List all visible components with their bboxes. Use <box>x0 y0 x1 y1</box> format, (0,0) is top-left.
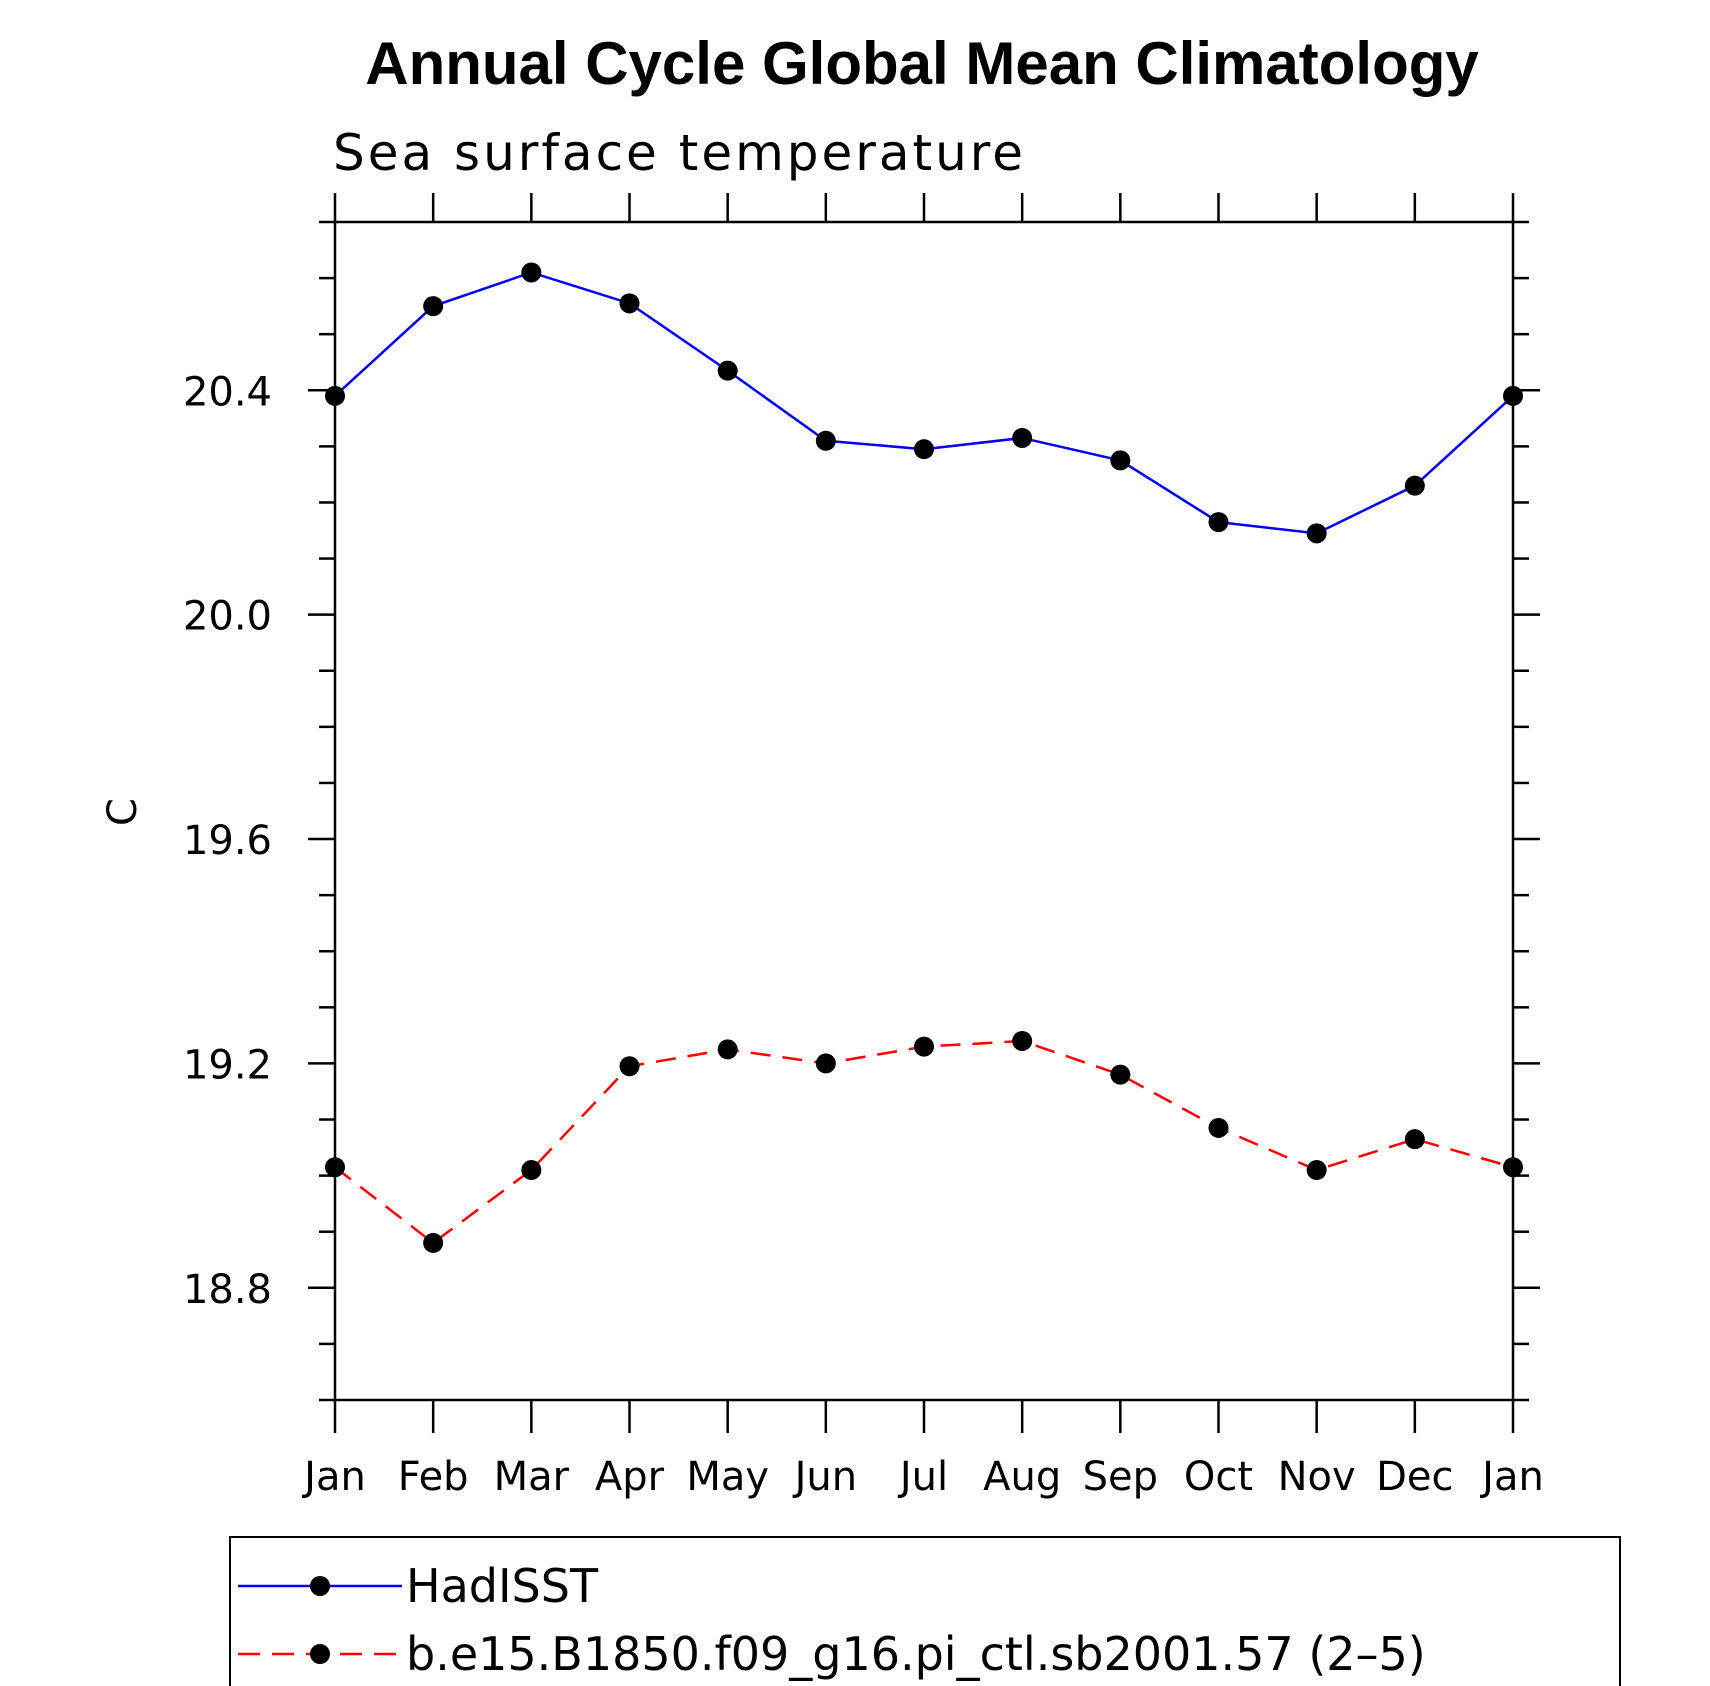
data-point-series-2 <box>1012 1030 1033 1051</box>
data-point-series-1 <box>423 296 444 317</box>
y-tick-label: 20.4 <box>183 369 272 415</box>
data-point-series-1 <box>1012 427 1033 448</box>
data-point-series-1 <box>1208 512 1229 533</box>
data-point-series-2 <box>914 1036 934 1057</box>
data-point-series-1 <box>914 439 934 460</box>
data-point-series-2 <box>1404 1129 1425 1150</box>
x-axis-ticks: Jan Feb Mar Apr May Jun Jul Aug Sep Oct Nov Dec Jan <box>301 193 1544 1500</box>
y-tick-label: 19.2 <box>183 1042 272 1088</box>
x-tick-label: Jan <box>1479 1454 1544 1500</box>
legend: HadISST b.e15.B1850.f09_g16.pi_ctl.sb2001… <box>229 1536 1621 1686</box>
x-tick-label: Feb <box>398 1454 469 1500</box>
data-point-series-2 <box>619 1056 640 1077</box>
x-tick-label: Sep <box>1083 1454 1158 1500</box>
data-point-series-1 <box>1110 450 1131 471</box>
y-axis-ticks: 18.8 19.2 19.6 20.0 20.4 <box>183 220 1540 1402</box>
y-tick-label: 18.8 <box>183 1267 272 1313</box>
data-point-series-1 <box>1306 523 1327 544</box>
x-tick-label: Dec <box>1376 1454 1453 1500</box>
data-point-series-1 <box>717 360 738 381</box>
data-point-series-2 <box>717 1039 738 1060</box>
data-point-series-1 <box>1404 475 1425 496</box>
x-tick-label: Apr <box>595 1454 665 1500</box>
data-point-series-1 <box>1503 385 1523 406</box>
y-axis-label: C <box>100 798 146 826</box>
data-point-series-2 <box>1110 1064 1131 1085</box>
data-point-series-1 <box>815 430 836 451</box>
series-line-1 <box>334 271 1514 535</box>
data-point-series-2 <box>815 1053 836 1074</box>
legend-box <box>229 1536 1621 1686</box>
legend-marker-1 <box>310 1576 330 1596</box>
x-tick-label: Mar <box>494 1454 570 1500</box>
y-tick-label: 20.0 <box>183 594 272 640</box>
data-point-series-2 <box>521 1160 542 1181</box>
legend-label-1: HadISST <box>406 1559 599 1613</box>
x-tick-label: Jun <box>792 1454 858 1500</box>
legend-marker-2 <box>310 1644 330 1664</box>
x-tick-label: May <box>686 1454 769 1500</box>
data-point-series-1 <box>619 293 640 314</box>
series-layer <box>325 262 1523 1253</box>
x-tick-label: Oct <box>1184 1454 1253 1500</box>
data-point-series-2 <box>1503 1157 1523 1178</box>
x-tick-label: Jan <box>301 1454 366 1500</box>
x-tick-label: Jul <box>897 1454 948 1500</box>
chart-title: Annual Cycle Global Mean Climatology <box>365 30 1479 97</box>
data-point-series-2 <box>1208 1117 1229 1138</box>
y-tick-label: 19.6 <box>183 818 272 864</box>
data-point-series-2 <box>423 1232 444 1253</box>
plot-border <box>333 220 1515 1402</box>
data-point-series-2 <box>325 1157 345 1178</box>
data-point-series-2 <box>1306 1160 1327 1181</box>
series-line-2 <box>334 1039 1514 1245</box>
chart-subtitle: Sea surface temperature <box>333 124 1026 182</box>
x-tick-label: Nov <box>1278 1454 1356 1500</box>
x-tick-label: Aug <box>983 1454 1061 1500</box>
data-point-series-1 <box>521 262 542 283</box>
legend-entries: HadISST b.e15.B1850.f09_g16.pi_ctl.sb2001… <box>238 1559 1426 1681</box>
data-point-series-1 <box>325 385 345 406</box>
plot-frame <box>333 220 1515 1402</box>
legend-label-2: b.e15.B1850.f09_g16.pi_ctl.sb2001.57 (2–… <box>406 1627 1426 1681</box>
